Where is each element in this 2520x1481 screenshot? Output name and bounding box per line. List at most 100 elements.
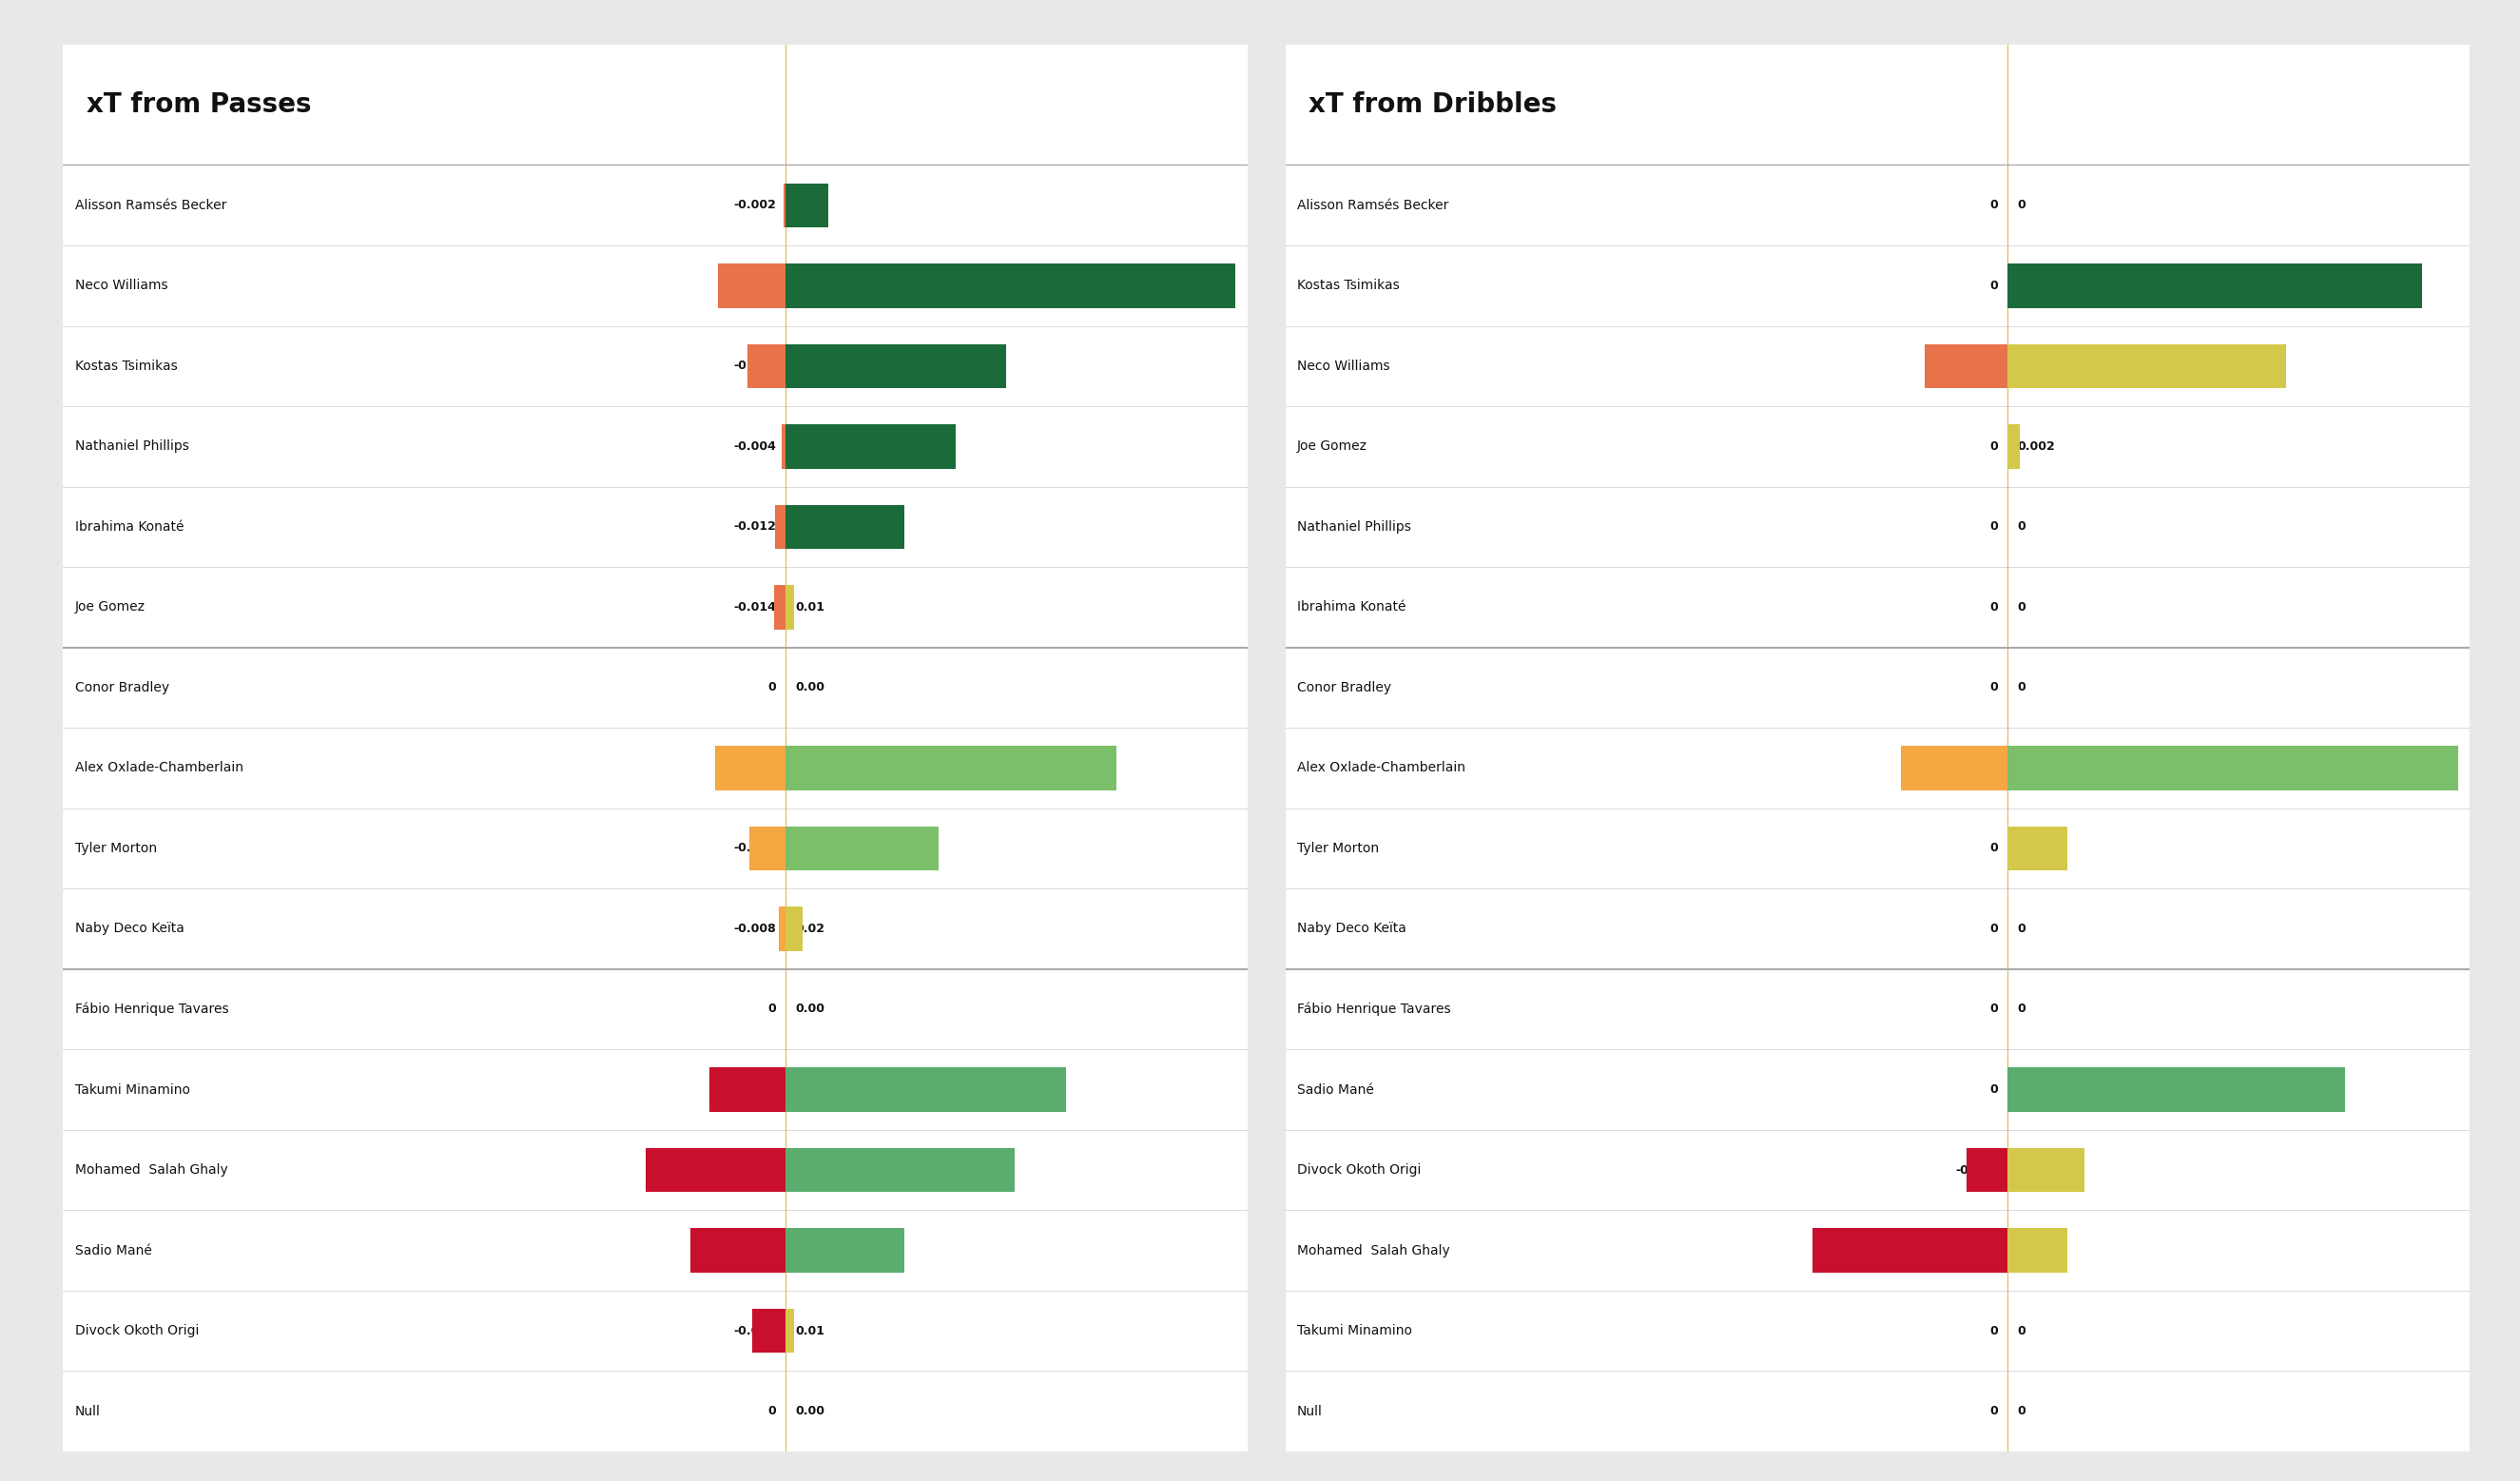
Bar [1812, 1228, 2008, 1272]
Text: Conor Bradley: Conor Bradley [76, 681, 169, 695]
Text: Nathaniel Phillips: Nathaniel Phillips [76, 440, 189, 453]
Text: 0.01: 0.01 [2016, 843, 2046, 855]
Text: -0.014: -0.014 [733, 601, 776, 613]
Text: -0.008: -0.008 [733, 923, 776, 935]
Text: Ibrahima Konaté: Ibrahima Konaté [76, 520, 184, 533]
Text: xT from Dribbles: xT from Dribbles [1308, 92, 1557, 118]
Text: -0.018: -0.018 [1956, 761, 1998, 775]
Text: -0.002: -0.002 [733, 198, 776, 212]
Text: -0.165: -0.165 [733, 1164, 776, 1176]
Text: 0.26: 0.26 [794, 360, 824, 372]
Text: 0: 0 [2016, 1405, 2026, 1417]
Bar [645, 1148, 786, 1192]
Text: 0: 0 [2016, 521, 2026, 533]
Bar [2008, 1148, 2084, 1192]
Bar [716, 746, 786, 791]
Text: 0.01: 0.01 [2016, 1244, 2046, 1256]
Bar [786, 425, 955, 468]
Text: Fábio Henrique Tavares: Fábio Henrique Tavares [1298, 1003, 1452, 1016]
Text: -0.033: -0.033 [1956, 1244, 1998, 1256]
Text: 0: 0 [2016, 681, 2026, 693]
Text: -0.007: -0.007 [1956, 1164, 1998, 1176]
Bar [2008, 1228, 2066, 1272]
Text: Fábio Henrique Tavares: Fábio Henrique Tavares [76, 1003, 229, 1016]
Text: Takumi Minamino: Takumi Minamino [1298, 1324, 1411, 1337]
Text: 0.18: 0.18 [794, 843, 824, 855]
Text: 0: 0 [1991, 1084, 1998, 1096]
Text: Nathaniel Phillips: Nathaniel Phillips [1298, 520, 1411, 533]
Text: 0: 0 [769, 1003, 776, 1016]
Bar [748, 344, 786, 388]
Text: 0.00: 0.00 [794, 1405, 824, 1417]
Text: xT from Passes: xT from Passes [86, 92, 312, 118]
Text: 0: 0 [1991, 521, 1998, 533]
Bar [786, 1228, 905, 1272]
Bar [786, 505, 905, 549]
Text: -0.09: -0.09 [741, 1084, 776, 1096]
Bar [786, 344, 1005, 388]
Text: -0.039: -0.039 [733, 1324, 776, 1337]
Text: 0: 0 [769, 681, 776, 693]
Text: 0: 0 [2016, 1003, 2026, 1016]
Text: 0: 0 [1991, 923, 1998, 935]
Text: 0.14: 0.14 [794, 521, 824, 533]
Text: 0.20: 0.20 [794, 440, 824, 453]
Bar [774, 585, 786, 629]
Text: -0.08: -0.08 [741, 280, 776, 292]
Bar [753, 1309, 786, 1354]
Text: Tyler Morton: Tyler Morton [76, 841, 156, 855]
Bar [2008, 1068, 2346, 1112]
Bar [786, 1148, 1016, 1192]
Text: 0.057: 0.057 [2016, 1084, 2054, 1096]
Bar [2008, 264, 2422, 308]
Text: -0.014: -0.014 [1956, 360, 1998, 372]
Text: 0.39: 0.39 [794, 761, 824, 775]
Text: Alisson Ramsés Becker: Alisson Ramsés Becker [1298, 198, 1449, 212]
Bar [718, 264, 786, 308]
Bar [751, 826, 786, 871]
Text: Alex Oxlade-Chamberlain: Alex Oxlade-Chamberlain [76, 761, 242, 775]
Text: 0: 0 [1991, 1003, 1998, 1016]
Bar [779, 906, 786, 951]
Text: 0: 0 [769, 1405, 776, 1417]
Text: Ibrahima Konaté: Ibrahima Konaté [1298, 601, 1406, 613]
Text: 0: 0 [1991, 601, 1998, 613]
Text: Null: Null [76, 1404, 101, 1417]
Text: 0: 0 [1991, 440, 1998, 453]
Bar [786, 264, 1235, 308]
Text: Naby Deco Keïta: Naby Deco Keïta [1298, 923, 1406, 936]
Bar [786, 585, 794, 629]
Bar [708, 1068, 786, 1112]
Text: -0.012: -0.012 [733, 521, 776, 533]
Text: Kostas Tsimikas: Kostas Tsimikas [1298, 278, 1399, 292]
Text: Naby Deco Keïta: Naby Deco Keïta [76, 923, 184, 936]
Text: Sadio Mané: Sadio Mané [76, 1244, 151, 1257]
Text: 0.05: 0.05 [794, 198, 824, 212]
Text: -0.112: -0.112 [733, 1244, 776, 1256]
Bar [2008, 344, 2286, 388]
Text: 0.53: 0.53 [794, 280, 824, 292]
Text: Tyler Morton: Tyler Morton [1298, 841, 1378, 855]
Text: 0.002: 0.002 [2016, 440, 2054, 453]
Text: 0.047: 0.047 [2016, 360, 2054, 372]
Bar [2008, 746, 2457, 791]
Text: 0: 0 [1991, 1324, 1998, 1337]
Text: Joe Gomez: Joe Gomez [76, 601, 146, 613]
Text: -0.083: -0.083 [733, 761, 776, 775]
Text: Takumi Minamino: Takumi Minamino [76, 1083, 189, 1096]
Text: 0: 0 [1991, 681, 1998, 693]
Bar [2008, 425, 2019, 468]
Bar [786, 826, 937, 871]
Text: Conor Bradley: Conor Bradley [1298, 681, 1391, 695]
Text: 0: 0 [2016, 1324, 2026, 1337]
Bar [690, 1228, 786, 1272]
Text: 0: 0 [2016, 198, 2026, 212]
Text: Joe Gomez: Joe Gomez [1298, 440, 1368, 453]
Text: Kostas Tsimikas: Kostas Tsimikas [76, 360, 176, 373]
Text: 0: 0 [1991, 198, 1998, 212]
Text: Mohamed  Salah Ghaly: Mohamed Salah Ghaly [1298, 1244, 1449, 1257]
Bar [1966, 1148, 2008, 1192]
Bar [1900, 746, 2008, 791]
Text: 0.02: 0.02 [794, 923, 824, 935]
Text: 0.00: 0.00 [794, 681, 824, 693]
